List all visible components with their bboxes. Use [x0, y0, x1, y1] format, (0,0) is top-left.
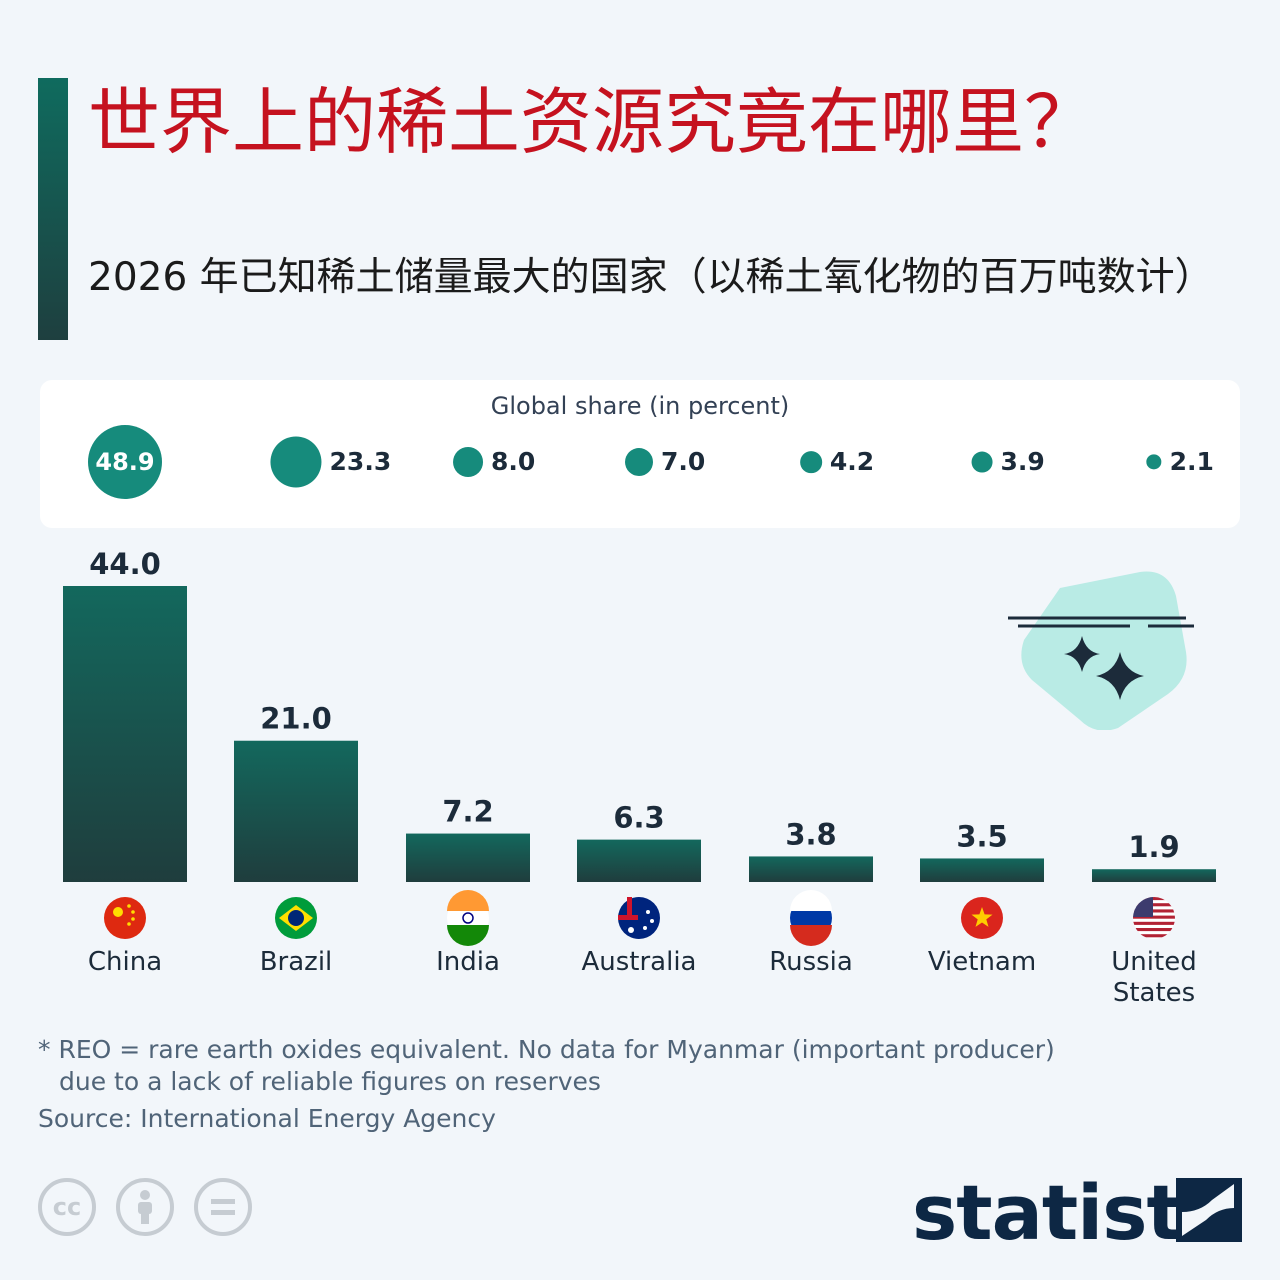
- share-bubble: [625, 448, 653, 476]
- category-label: Russia: [769, 947, 853, 977]
- category-label: Brazil: [260, 947, 333, 977]
- bar-value-label: 6.3: [613, 801, 664, 835]
- category-label: Australia: [581, 947, 696, 977]
- accent-bar: [38, 78, 68, 340]
- bar-value-label: 3.8: [785, 817, 836, 851]
- bar-value-label: 7.2: [442, 795, 493, 829]
- share-value-label: 7.0: [660, 447, 706, 476]
- flag-icon-brazil: [275, 897, 317, 939]
- bar-australia: [577, 839, 701, 882]
- share-value-label: 8.0: [490, 447, 536, 476]
- bar-russia: [749, 856, 873, 882]
- footnote-line-1: * REO = rare earth oxides equivalent. No…: [38, 1035, 1055, 1064]
- cc-icon[interactable]: cc: [38, 1178, 96, 1236]
- share-value-label: 23.3: [329, 447, 392, 476]
- sparkle-icon: [1008, 571, 1194, 730]
- flag-icon-india: [447, 890, 489, 946]
- bar-brazil: [234, 740, 358, 882]
- flag-icon-australia: [618, 897, 660, 939]
- footnote: * REO = rare earth oxides equivalent. No…: [38, 1034, 1078, 1098]
- bar-value-label: 1.9: [1128, 830, 1179, 864]
- by-icon[interactable]: [116, 1178, 174, 1236]
- share-bubble-label: 48.9: [88, 425, 162, 499]
- bar-india: [406, 833, 530, 882]
- share-bubble: [453, 447, 483, 477]
- source-note: Source: International Energy Agency: [38, 1104, 496, 1133]
- bar-value-label: 3.5: [956, 819, 1007, 853]
- share-bubble: [1146, 454, 1162, 470]
- flag-icon-china: [104, 897, 146, 939]
- global-share-panel: Global share (in percent) 48.9 23.3 8.0 7.0…: [40, 380, 1240, 528]
- share-value-label: 4.2: [829, 447, 875, 476]
- category-label: United States: [1111, 947, 1196, 1008]
- page-title: 世界上的稀土资源究竟在哪里？: [88, 80, 1097, 164]
- bar-value-label: 21.0: [260, 702, 332, 736]
- share-value-label: 3.9: [1000, 447, 1045, 476]
- page-subtitle: 2026 年已知稀土储量最大的国家（以稀土氧化物的百万吨数计）: [88, 255, 1214, 300]
- flag-icon-vietnam: [961, 897, 1003, 939]
- bar-vietnam: [920, 858, 1044, 882]
- global-share-title: Global share (in percent): [490, 392, 790, 420]
- bar-value-label: 44.0: [89, 547, 161, 581]
- share-value-label: 2.1: [1169, 447, 1214, 476]
- flag-icon-russia: [790, 890, 832, 946]
- statista-mark-icon: [1176, 1178, 1242, 1242]
- flag-icon-united-states: [1133, 897, 1175, 939]
- nd-icon[interactable]: [194, 1178, 252, 1236]
- category-label: China: [88, 947, 162, 977]
- share-bubble: [800, 451, 822, 473]
- category-label: India: [436, 947, 500, 977]
- footnote-line-2: due to a lack of reliable figures on res…: [59, 1067, 601, 1096]
- bar-china: [63, 586, 187, 882]
- share-bubble: [971, 451, 993, 473]
- share-bubble: [270, 436, 322, 488]
- bar-chart: 44.0 China 21.0 Brazil 7.2 India 6.3 Australia 3…: [63, 547, 1216, 1008]
- bar-united-states: [1092, 869, 1216, 882]
- category-label: Vietnam: [928, 947, 1036, 977]
